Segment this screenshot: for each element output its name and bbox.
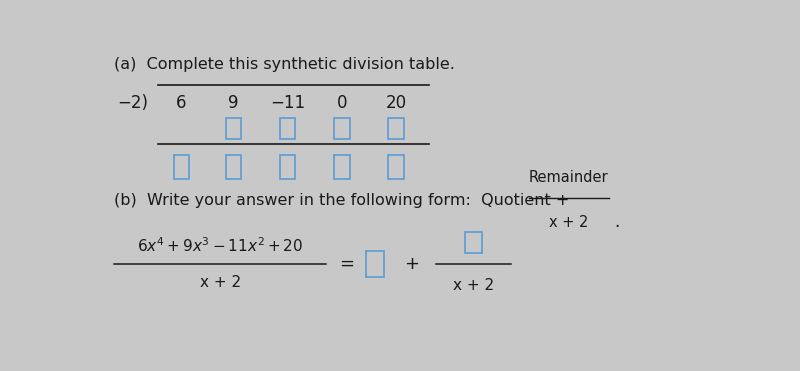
Bar <box>465 232 482 253</box>
Text: (b)  Write your answer in the following form:  Quotient +: (b) Write your answer in the following f… <box>114 193 570 209</box>
Text: −2): −2) <box>117 94 148 112</box>
Text: =: = <box>339 255 354 273</box>
Text: x + 2: x + 2 <box>549 215 589 230</box>
Bar <box>174 155 189 179</box>
Text: 9: 9 <box>228 94 238 112</box>
Text: 6: 6 <box>176 94 186 112</box>
Bar <box>334 155 350 179</box>
Text: x + 2: x + 2 <box>199 275 241 290</box>
Bar <box>366 251 385 277</box>
Text: (a)  Complete this synthetic division table.: (a) Complete this synthetic division tab… <box>114 57 455 72</box>
Text: $6x^4 + 9x^3 - 11x^2 + 20$: $6x^4 + 9x^3 - 11x^2 + 20$ <box>137 236 303 255</box>
Text: .: . <box>614 213 619 232</box>
Bar <box>280 118 295 139</box>
Text: 20: 20 <box>386 94 406 112</box>
Bar <box>388 118 404 139</box>
Bar <box>226 118 241 139</box>
Bar <box>388 155 404 179</box>
Text: −11: −11 <box>270 94 305 112</box>
Bar <box>334 118 350 139</box>
Bar <box>226 155 241 179</box>
Text: 0: 0 <box>337 94 347 112</box>
Text: +: + <box>404 255 419 273</box>
Text: x + 2: x + 2 <box>453 278 494 293</box>
Text: Remainder: Remainder <box>529 170 609 185</box>
Bar <box>280 155 295 179</box>
